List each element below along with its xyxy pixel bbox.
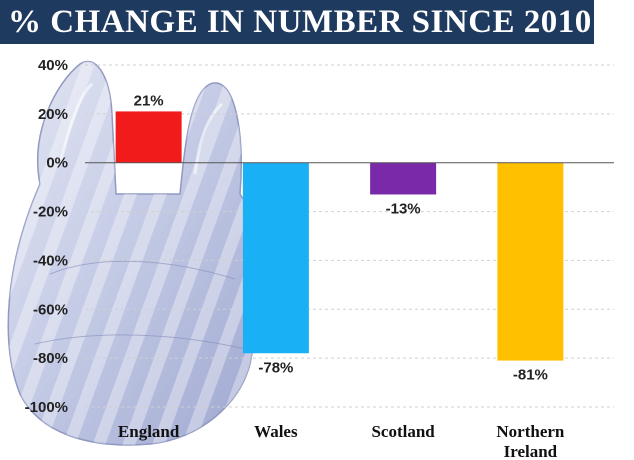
bar-wales [242, 162, 309, 354]
data-label: -78% [258, 359, 293, 376]
plastic-bag-image [7, 60, 260, 446]
bar-northern-ireland [497, 162, 564, 361]
x-tick-label: England [118, 422, 180, 441]
x-tick-label-line: England [118, 422, 180, 441]
x-tick-label-line: Ireland [504, 442, 558, 460]
y-axis: 40% 20% 0% -20% -40% -60% -80% -100% [25, 57, 68, 416]
x-axis: England Wales Scotland Northern Ireland [118, 422, 565, 460]
chart-title: % CHANGE IN NUMBER SINCE 2010 [0, 0, 594, 44]
x-tick-label: Wales [254, 422, 298, 441]
y-tick-label: -100% [25, 399, 68, 416]
y-tick-label: 20% [38, 106, 68, 123]
y-tick-label: -40% [33, 252, 68, 269]
data-label: -13% [386, 200, 421, 217]
data-label: 21% [134, 92, 164, 109]
x-tick-label-line: Wales [254, 422, 298, 441]
x-tick-label: Northern Ireland [496, 422, 565, 460]
x-tick-label: Scotland [371, 422, 435, 441]
x-tick-label-line: Scotland [371, 422, 435, 441]
y-tick-label: 40% [38, 57, 68, 74]
y-tick-label: -20% [33, 204, 68, 221]
x-tick-label-line: Northern [496, 422, 565, 441]
bars [115, 111, 564, 361]
bar-chart: 40% 20% 0% -20% -40% -60% -80% -100% 21% -78% -13… [7, 57, 614, 460]
y-tick-label: -60% [33, 301, 68, 318]
data-labels: 21% -78% -13% -81% [134, 92, 548, 383]
bar-england [115, 111, 182, 163]
data-label: -81% [513, 367, 548, 384]
bar-scotland [370, 162, 437, 195]
y-tick-label: 0% [46, 155, 68, 172]
y-tick-label: -80% [33, 350, 68, 367]
